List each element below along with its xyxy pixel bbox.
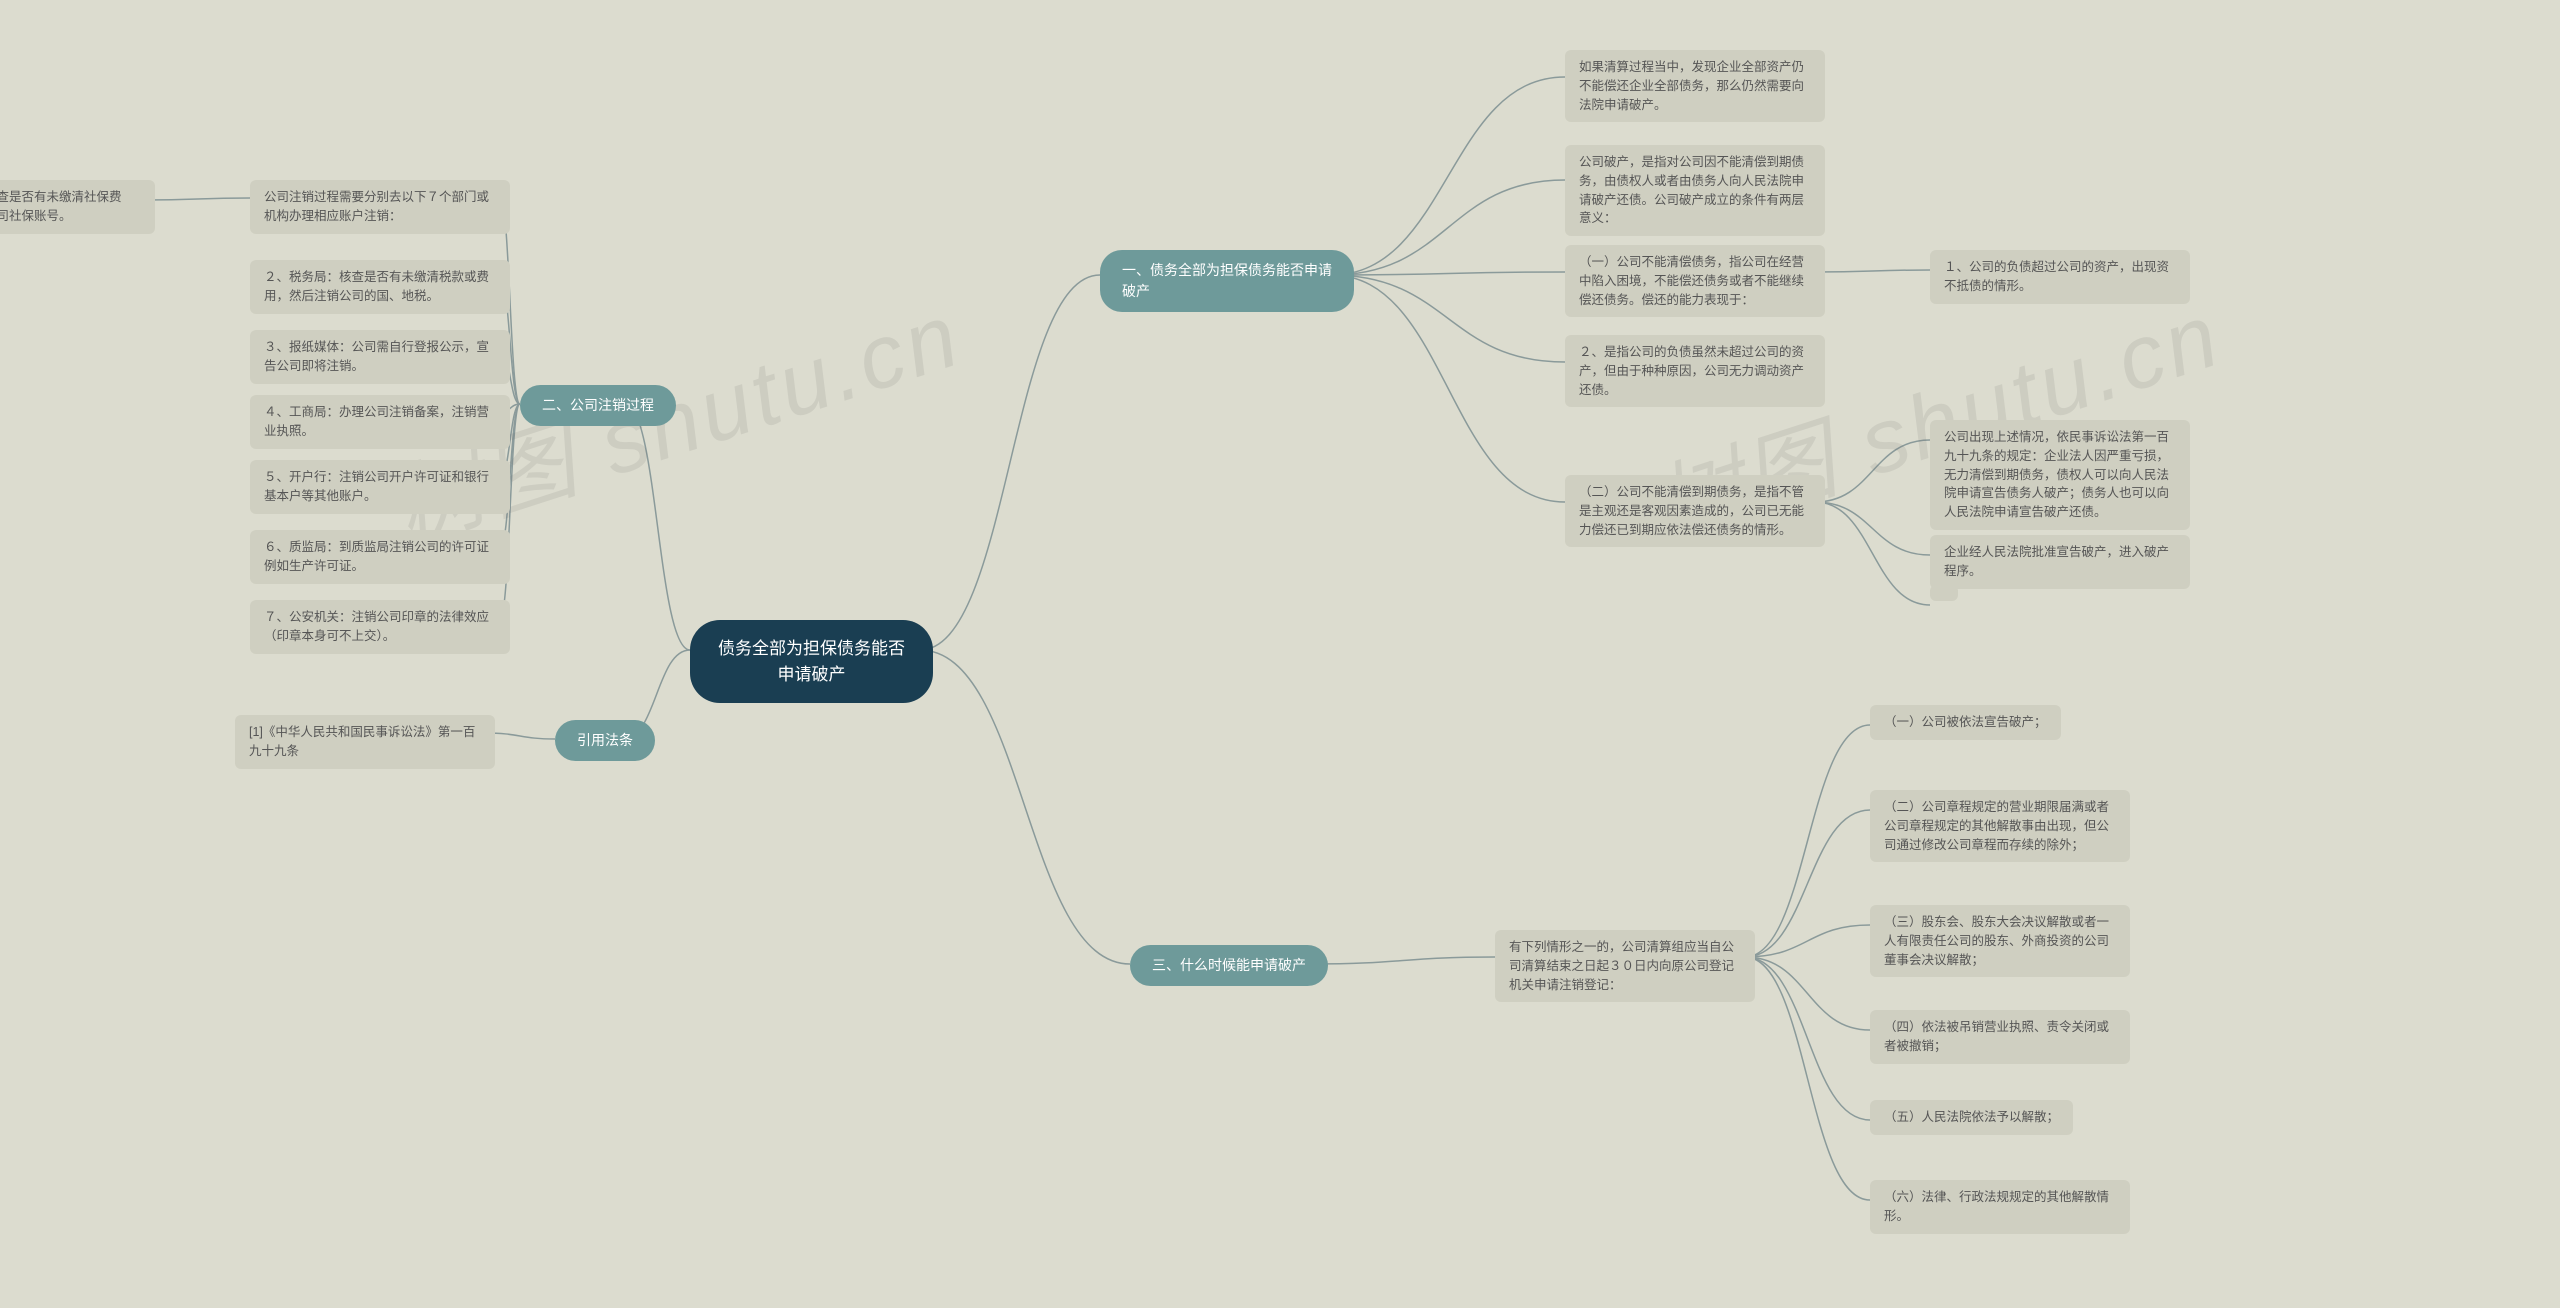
branch-node: 一、债务全部为担保债务能否申请 破产 [1100, 250, 1354, 312]
leaf-node: （一）公司不能清偿债务，指公司在经营中陷入困境，不能偿还债务或者不能继续偿还债务… [1565, 245, 1825, 317]
leaf-node: （六）法律、行政法规规定的其他解散情形。 [1870, 1180, 2130, 1234]
leaf-node: １、公司的负债超过公司的资产，出现资不抵债的情形。 [1930, 250, 2190, 304]
branch-node: 二、公司注销过程 [520, 385, 676, 426]
leaf-node: （二）公司章程规定的营业期限届满或者公司章程规定的其他解散事由出现，但公司通过修… [1870, 790, 2130, 862]
root-node: 债务全部为担保债务能否 申请破产 [690, 620, 933, 703]
leaf-node: 公司注销过程需要分别去以下７个部门或机构办理相应账户注销： [250, 180, 510, 234]
leaf-node: （五）人民法院依法予以解散； [1870, 1100, 2073, 1135]
leaf-node: １、社保局：核查是否有未缴清社保费用，然后注销公司社保账号。 [0, 180, 155, 234]
leaf-node: 有下列情形之一的，公司清算组应当自公司清算结束之日起３０日内向原公司登记机关申请… [1495, 930, 1755, 1002]
leaf-node: ７、公安机关：注销公司印章的法律效应（印章本身可不上交）。 [250, 600, 510, 654]
leaf-node: （二）公司不能清偿到期债务，是指不管是主观还是客观因素造成的，公司已无能力偿还已… [1565, 475, 1825, 547]
branch-node: 三、什么时候能申请破产 [1130, 945, 1328, 986]
leaf-node: 公司破产，是指对公司因不能清偿到期债务，由债权人或者由债务人向人民法院申请破产还… [1565, 145, 1825, 236]
leaf-node: 公司出现上述情况，依民事诉讼法第一百九十九条的规定：企业法人因严重亏损，无力清偿… [1930, 420, 2190, 530]
leaf-node: 如果清算过程当中，发现企业全部资产仍不能偿还企业全部债务，那么仍然需要向法院申请… [1565, 50, 1825, 122]
leaf-node: （一）公司被依法宣告破产； [1870, 705, 2061, 740]
leaf-node [1930, 585, 1958, 601]
leaf-node: ２、是指公司的负债虽然未超过公司的资产，但由于种种原因，公司无力调动资产还债。 [1565, 335, 1825, 407]
leaf-node: ３、报纸媒体：公司需自行登报公示，宣告公司即将注销。 [250, 330, 510, 384]
leaf-node: ５、开户行：注销公司开户许可证和银行基本户等其他账户。 [250, 460, 510, 514]
leaf-node: ４、工商局：办理公司注销备案，注销营业执照。 [250, 395, 510, 449]
leaf-node: ２、税务局：核查是否有未缴清税款或费用，然后注销公司的国、地税。 [250, 260, 510, 314]
leaf-node: 企业经人民法院批准宣告破产，进入破产程序。 [1930, 535, 2190, 589]
leaf-node: （四）依法被吊销营业执照、责令关闭或者被撤销； [1870, 1010, 2130, 1064]
branch-node: 引用法条 [555, 720, 655, 761]
leaf-node: ６、质监局：到质监局注销公司的许可证例如生产许可证。 [250, 530, 510, 584]
leaf-node: （三）股东会、股东大会决议解散或者一人有限责任公司的股东、外商投资的公司董事会决… [1870, 905, 2130, 977]
leaf-node: [1]《中华人民共和国民事诉讼法》第一百九十九条 [235, 715, 495, 769]
